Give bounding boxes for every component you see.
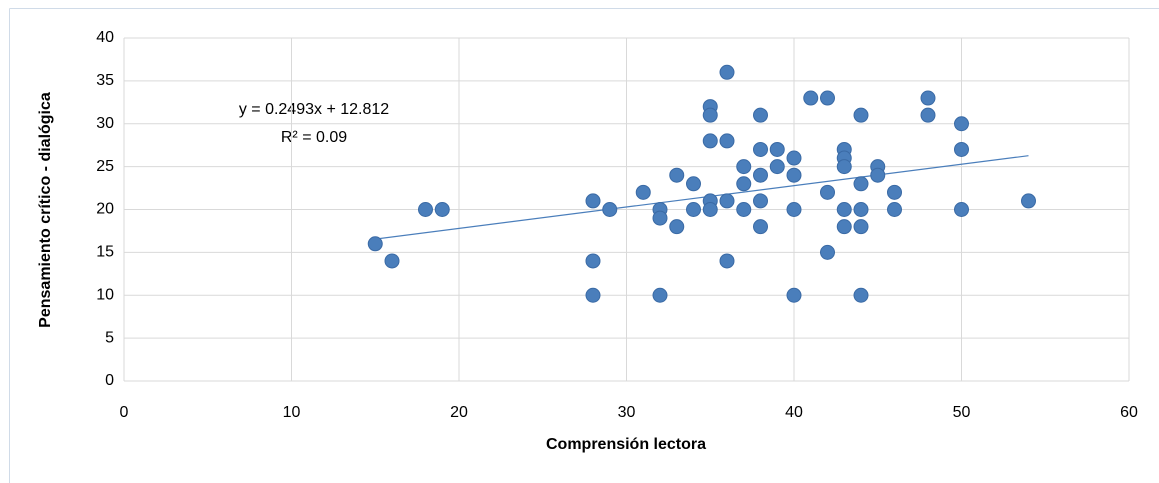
- point: [786, 150, 802, 166]
- point: [719, 64, 735, 80]
- point: [1021, 193, 1036, 209]
- point: [702, 202, 718, 217]
- point: [786, 202, 802, 217]
- point: [836, 159, 852, 175]
- point: [786, 287, 802, 303]
- point: [585, 193, 601, 209]
- trend-equation: y = 0.2493x + 12.812: [239, 101, 389, 118]
- point: [702, 133, 718, 149]
- point: [820, 244, 835, 260]
- point: [585, 287, 601, 303]
- point: [820, 90, 835, 106]
- point: [753, 107, 768, 123]
- point: [870, 167, 886, 183]
- point: [434, 202, 450, 217]
- point: [853, 287, 869, 303]
- point: [753, 167, 768, 183]
- point: [786, 167, 802, 183]
- point: [736, 202, 752, 217]
- point: [384, 253, 400, 269]
- point: [418, 202, 433, 217]
- x-axis-label: Comprensión lectora: [546, 436, 706, 453]
- point: [686, 202, 701, 217]
- point: [769, 141, 785, 157]
- point: [954, 202, 969, 217]
- point: [669, 167, 685, 183]
- x-tick-label: 50: [953, 404, 971, 421]
- point: [719, 133, 735, 149]
- point: [954, 141, 969, 157]
- point: [585, 253, 601, 269]
- point: [652, 287, 668, 303]
- point: [853, 107, 869, 123]
- y-axis-label: Pensamiento crítico - dialógica: [37, 92, 54, 328]
- y-tick-label: 10: [96, 286, 114, 303]
- x-tick-label: 20: [450, 404, 468, 421]
- r-squared: R² = 0.09: [281, 129, 347, 146]
- y-tick-label: 25: [96, 158, 114, 175]
- y-tick-label: 5: [105, 329, 114, 346]
- point: [686, 176, 701, 192]
- x-tick-label: 30: [618, 404, 636, 421]
- point: [602, 202, 618, 217]
- point: [853, 202, 869, 217]
- point: [669, 219, 685, 235]
- y-tick-label: 35: [96, 72, 114, 89]
- point: [736, 176, 752, 192]
- y-tick-label: 30: [96, 115, 114, 132]
- point: [836, 202, 852, 217]
- point: [954, 116, 969, 132]
- point: [753, 219, 768, 235]
- point: [635, 184, 651, 200]
- point: [719, 193, 735, 209]
- point: [367, 236, 383, 252]
- x-tick-label: 0: [120, 404, 129, 421]
- point: [736, 159, 752, 175]
- point: [753, 193, 768, 209]
- point: [853, 176, 869, 192]
- y-tick-label: 40: [96, 29, 114, 46]
- x-tick-label: 40: [785, 404, 803, 421]
- y-tick-label: 20: [96, 201, 114, 218]
- y-tick-label: 0: [105, 372, 114, 389]
- trendline: [375, 155, 1029, 240]
- point: [820, 184, 835, 200]
- point: [803, 90, 819, 106]
- point: [702, 107, 718, 123]
- point: [769, 159, 785, 175]
- point: [853, 219, 869, 235]
- point: [652, 210, 668, 226]
- y-tick-label: 15: [96, 244, 114, 261]
- point: [887, 184, 902, 200]
- x-tick-label: 10: [283, 404, 301, 421]
- point: [887, 202, 902, 217]
- point: [920, 90, 936, 106]
- x-tick-label: 60: [1120, 404, 1138, 421]
- point: [836, 219, 852, 235]
- point: [753, 141, 768, 157]
- point: [920, 107, 936, 123]
- point: [719, 253, 735, 269]
